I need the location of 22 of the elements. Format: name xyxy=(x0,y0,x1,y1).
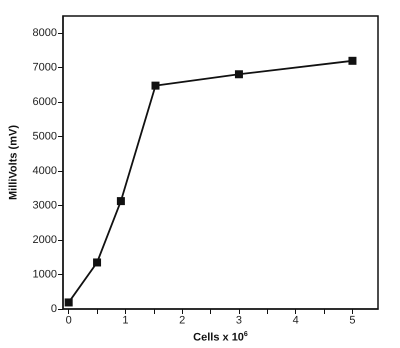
x-tick-label: 3 xyxy=(236,314,242,326)
y-tick-label: 8000 xyxy=(32,27,57,40)
y-tick-label: 0 xyxy=(50,303,57,315)
point xyxy=(93,258,102,266)
y-tick-label: 3000 xyxy=(32,200,57,212)
y-tick-label: 5000 xyxy=(32,130,57,143)
y-tick-label: 6000 xyxy=(32,96,57,108)
x-tick-label: 4 xyxy=(292,314,299,326)
point xyxy=(234,70,243,78)
y-axis-title: MilliVolts (mV) xyxy=(8,124,20,200)
y-tick-label: 2000 xyxy=(32,234,57,246)
point xyxy=(116,197,125,206)
y-tick-label: 1000 xyxy=(32,268,57,281)
x-tick-label: 2 xyxy=(179,314,186,326)
point xyxy=(152,82,160,90)
point xyxy=(348,56,356,65)
x-tick-label: 1 xyxy=(122,314,128,326)
y-tick-label: 7000 xyxy=(32,62,57,74)
y-tick-label: 4000 xyxy=(32,165,57,178)
x-tick-label: 5 xyxy=(349,314,356,326)
x-tick-label: 0 xyxy=(66,314,72,326)
point xyxy=(64,298,73,306)
